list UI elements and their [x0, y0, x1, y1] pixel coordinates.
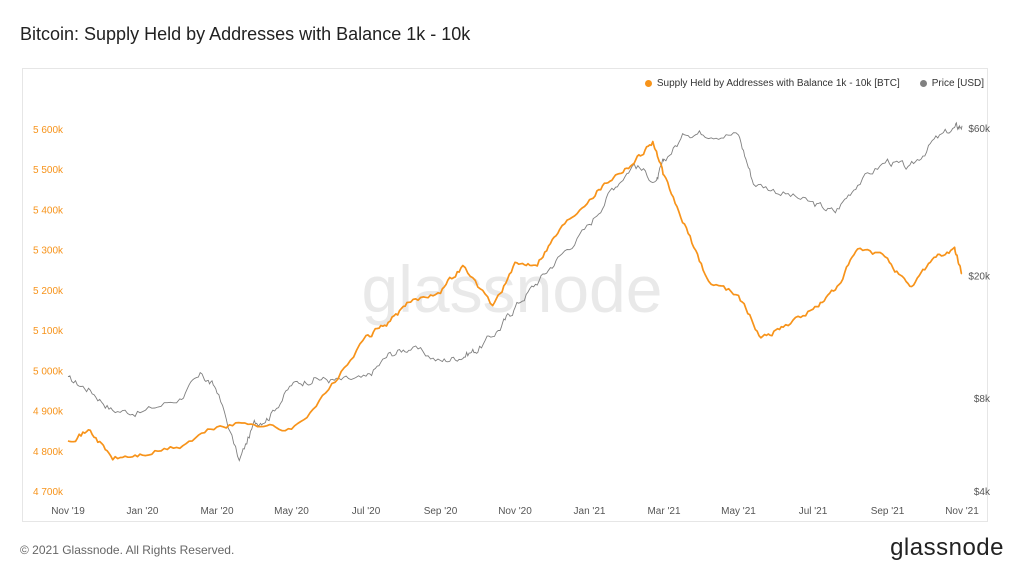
y-left-tick-label: 5 000k — [33, 366, 64, 377]
price-series-line — [67, 121, 963, 462]
y-left-tick-label: 4 700k — [33, 487, 64, 498]
x-tick-label: Mar '21 — [647, 506, 680, 517]
x-tick-label: Jan '21 — [574, 506, 606, 517]
copyright-text: © 2021 Glassnode. All Rights Reserved. — [20, 543, 235, 557]
x-tick-label: May '21 — [721, 506, 756, 517]
chart-panel — [22, 68, 988, 522]
y-left-tick-label: 5 300k — [33, 246, 64, 257]
y-left-tick-label: 5 400k — [33, 205, 64, 216]
chart-title: Bitcoin: Supply Held by Addresses with B… — [20, 24, 471, 44]
supply-series-line — [67, 140, 963, 461]
x-tick-label: Jan '20 — [127, 506, 159, 517]
brand-logo: glassnode — [890, 534, 1004, 561]
y-right-tick-label: $60k — [968, 124, 991, 135]
y-left-tick-label: 5 600k — [33, 125, 64, 136]
x-tick-label: May '20 — [274, 506, 309, 517]
y-left-tick-label: 4 800k — [33, 447, 64, 458]
y-right-tick-label: $20k — [968, 271, 991, 282]
x-tick-label: Sep '21 — [871, 506, 905, 517]
x-tick-label: Nov '21 — [945, 506, 979, 517]
legend-dot-price — [919, 80, 927, 87]
watermark-text: glassnode — [362, 252, 663, 326]
x-tick-label: Mar '20 — [200, 506, 233, 517]
x-tick-label: Sep '20 — [424, 506, 458, 517]
y-right-tick-label: $8k — [974, 394, 991, 405]
legend-label-supply: Supply Held by Addresses with Balance 1k… — [656, 78, 900, 89]
y-left-tick-label: 4 900k — [33, 407, 64, 418]
y-left-tick-label: 5 100k — [33, 326, 64, 337]
x-tick-label: Nov '19 — [51, 506, 85, 517]
chart-legend: Supply Held by Addresses with Balance 1k… — [644, 78, 984, 89]
x-tick-label: Jul '20 — [352, 506, 381, 517]
y-right-tick-label: $4k — [974, 487, 991, 498]
y-left-tick-label: 5 200k — [33, 286, 64, 297]
y-left-tick-label: 5 500k — [33, 165, 64, 176]
x-tick-label: Jul '21 — [799, 506, 828, 517]
legend-dot-supply — [644, 80, 652, 87]
legend-label-price: Price [USD] — [931, 78, 984, 89]
legend-item-supply[interactable]: Supply Held by Addresses with Balance 1k… — [644, 78, 900, 89]
x-tick-label: Nov '20 — [498, 506, 532, 517]
legend-item-price[interactable]: Price [USD] — [919, 78, 984, 89]
